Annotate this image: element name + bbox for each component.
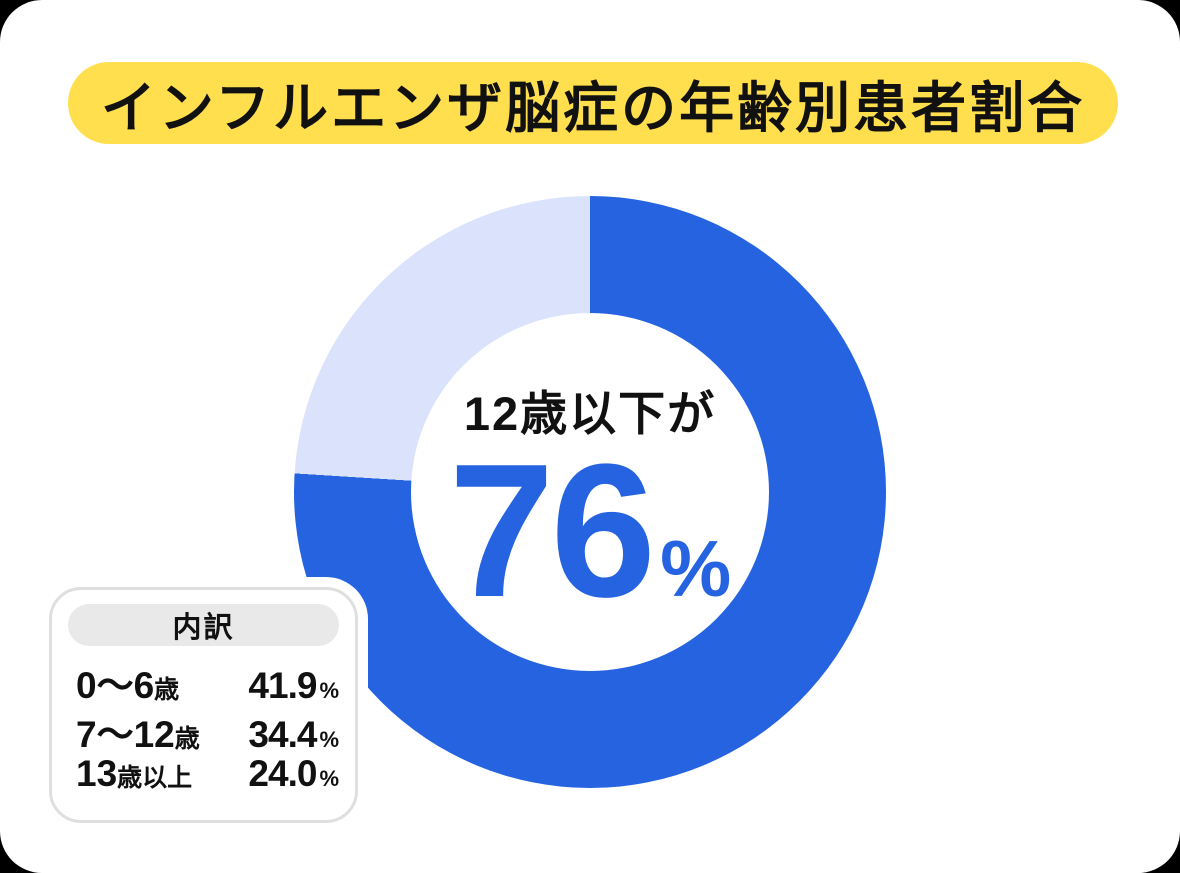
- legend-row-label: 7〜12歳: [76, 704, 200, 758]
- legend-row-0-6: 0〜6歳 41.9%: [76, 655, 339, 707]
- legend-row-label: 0〜6歳: [76, 655, 179, 709]
- page-title: インフルエンザ脳症の年齢別患者割合: [100, 77, 1086, 139]
- donut-center-value: 76: [448, 424, 656, 637]
- legend-row-value-unit: %: [319, 766, 339, 791]
- legend-row-13-plus: 13歳以上 24.0%: [76, 753, 339, 802]
- legend-row-value-num: 34.4: [248, 714, 317, 755]
- legend-row-label: 13歳以上: [76, 753, 192, 795]
- legend-row-value-num: 41.9: [248, 665, 317, 706]
- legend-row-value-unit: %: [319, 678, 339, 703]
- legend-row-label-suffix: 歳以上: [117, 764, 193, 792]
- legend-row-label-num: 7〜12: [76, 714, 175, 755]
- legend-row-value-num: 24.0: [248, 753, 317, 794]
- legend-row-value: 34.4%: [248, 714, 339, 756]
- title-badge: インフルエンザ脳症の年齢別患者割合: [68, 62, 1118, 144]
- donut-center-label: 12歳以下が: [463, 386, 717, 440]
- legend-row-value: 24.0%: [248, 753, 339, 795]
- legend-header-pill: 内訳: [68, 604, 339, 646]
- donut-center-value-row: 76 %: [448, 424, 732, 637]
- donut-hole: 12歳以下が 76 %: [411, 313, 769, 671]
- legend-row-label-suffix: 歳: [174, 725, 200, 753]
- legend-row-label-num: 13: [76, 753, 118, 794]
- legend-rows: 0〜6歳 41.9% 7〜12歳 34.4% 13歳以上 24.0%: [68, 646, 339, 802]
- legend-row-7-12: 7〜12歳 34.4%: [76, 704, 339, 756]
- donut-center-unit: %: [660, 523, 732, 613]
- legend-row-value: 41.9%: [248, 665, 339, 707]
- donut-chart: 12歳以下が 76 %: [294, 196, 886, 788]
- legend-row-value-unit: %: [319, 727, 339, 752]
- legend-row-label-suffix: 歳: [154, 676, 180, 704]
- legend-row-label-num: 0〜6: [76, 665, 155, 706]
- legend-card: 内訳 0〜6歳 41.9% 7〜12歳 34.4% 13歳以上 24.0%: [49, 587, 358, 823]
- legend-header-label: 内訳: [172, 612, 235, 644]
